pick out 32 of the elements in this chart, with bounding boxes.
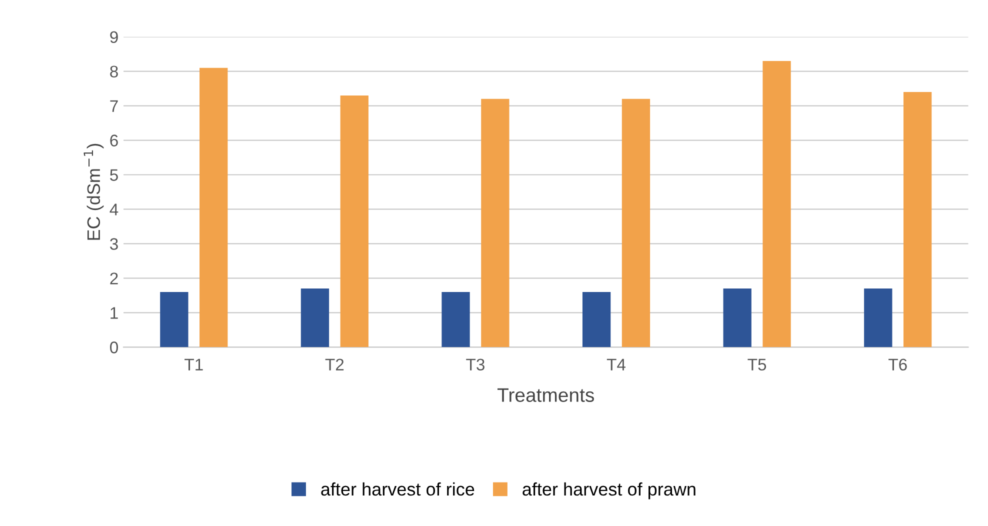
bar bbox=[442, 292, 470, 348]
y-tick-label: 0 bbox=[110, 342, 118, 354]
x-axis-title: Treatments bbox=[498, 388, 594, 402]
y-tick-label: 6 bbox=[110, 134, 118, 146]
y-tick-label: 8 bbox=[110, 66, 118, 78]
legend-label: after harvest of prawn bbox=[522, 482, 696, 500]
x-tick-label: T5 bbox=[748, 358, 766, 371]
bar bbox=[481, 98, 510, 348]
bar bbox=[160, 292, 188, 348]
bar bbox=[340, 95, 368, 348]
bar bbox=[300, 288, 330, 348]
y-tick-label: 2 bbox=[110, 272, 118, 284]
legend-label: after harvest of rice bbox=[321, 482, 474, 496]
x-tick-label: T6 bbox=[888, 358, 907, 371]
x-tick-label: T2 bbox=[325, 358, 344, 370]
bar bbox=[762, 60, 791, 348]
y-axis-title: EC (dSm$^{−1}$) bbox=[84, 144, 104, 240]
bar bbox=[622, 98, 650, 348]
bar bbox=[903, 92, 932, 348]
y-tick-label: 4 bbox=[110, 204, 118, 216]
y-tick-label: 7 bbox=[110, 100, 118, 112]
x-tick-label: T4 bbox=[606, 358, 626, 370]
bar bbox=[200, 68, 228, 348]
x-tick-label: T1 bbox=[184, 358, 203, 370]
x-tick-label: T3 bbox=[466, 358, 484, 371]
bar bbox=[723, 288, 752, 348]
y-tick-label: 3 bbox=[110, 238, 118, 250]
y-tick-label: 5 bbox=[110, 169, 118, 181]
bar bbox=[582, 292, 611, 348]
y-tick-label: 1 bbox=[110, 307, 118, 319]
y-tick-label: 9 bbox=[110, 31, 118, 44]
bar bbox=[864, 288, 892, 348]
